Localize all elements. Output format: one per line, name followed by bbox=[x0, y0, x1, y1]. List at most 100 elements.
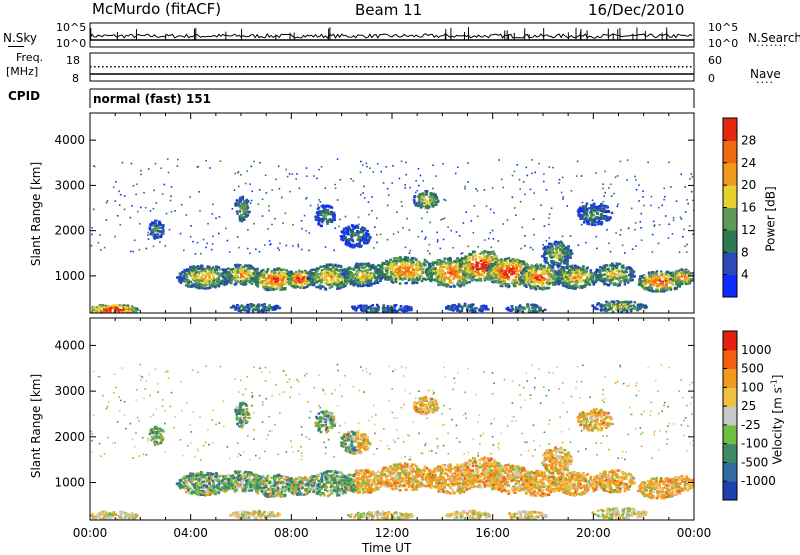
data-cell bbox=[425, 200, 428, 202]
data-cell bbox=[605, 264, 608, 266]
data-cell bbox=[585, 271, 588, 273]
data-cell bbox=[533, 279, 536, 281]
data-cell bbox=[197, 274, 200, 276]
data-cell bbox=[346, 268, 349, 270]
data-cell bbox=[276, 275, 279, 277]
data-cell bbox=[297, 286, 300, 288]
data-cell bbox=[482, 267, 485, 269]
nave-dot bbox=[183, 66, 185, 68]
data-cell bbox=[549, 254, 552, 256]
data-cell bbox=[344, 236, 347, 238]
data-cell bbox=[621, 277, 624, 279]
data-cell bbox=[273, 289, 276, 291]
data-cell bbox=[635, 308, 638, 310]
data-cell bbox=[603, 280, 606, 282]
data-cell bbox=[545, 260, 548, 262]
nave-dot bbox=[674, 66, 676, 68]
data-cell bbox=[520, 272, 523, 274]
data-cell bbox=[408, 279, 411, 281]
data-cell bbox=[495, 281, 498, 283]
data-cell bbox=[447, 268, 450, 270]
data-cell bbox=[515, 276, 518, 278]
data-cell bbox=[403, 272, 406, 274]
data-cell bbox=[457, 280, 460, 282]
data-cell bbox=[413, 196, 416, 198]
data-cell bbox=[420, 206, 423, 208]
data-cell bbox=[188, 285, 191, 287]
data-cell bbox=[116, 309, 119, 311]
data-cell bbox=[483, 265, 486, 267]
data-cell bbox=[663, 275, 666, 277]
data-cell bbox=[395, 268, 398, 270]
data-cell bbox=[423, 278, 426, 280]
data-cell bbox=[353, 284, 356, 286]
data-cell bbox=[228, 271, 231, 273]
data-cell bbox=[608, 284, 611, 286]
data-cell bbox=[538, 307, 541, 309]
data-cell bbox=[652, 277, 655, 279]
data-cell bbox=[128, 308, 131, 310]
data-cell bbox=[450, 261, 453, 263]
nave-dot bbox=[207, 66, 209, 68]
data-cell bbox=[360, 266, 363, 268]
data-cell bbox=[440, 275, 443, 277]
nave-dot bbox=[299, 66, 301, 68]
data-cell bbox=[606, 272, 609, 274]
nave-dot bbox=[340, 66, 342, 68]
data-cell bbox=[283, 287, 286, 289]
data-cell bbox=[398, 259, 401, 261]
data-cell bbox=[368, 265, 371, 267]
data-cell bbox=[543, 266, 546, 268]
data-cell bbox=[624, 279, 627, 281]
data-cell bbox=[625, 306, 628, 308]
data-cell bbox=[479, 268, 482, 270]
nave-dot bbox=[460, 66, 462, 68]
data-cell bbox=[529, 310, 532, 312]
data-cell bbox=[515, 267, 518, 269]
data-cell bbox=[254, 274, 257, 276]
data-cell bbox=[625, 276, 628, 278]
data-cell bbox=[188, 272, 191, 274]
data-cell bbox=[621, 265, 624, 267]
nave-dot bbox=[134, 66, 136, 68]
data-cell bbox=[422, 271, 425, 273]
data-cell bbox=[638, 308, 641, 310]
data-cell bbox=[562, 271, 565, 273]
data-cell bbox=[595, 279, 598, 281]
nave-dot bbox=[279, 66, 281, 68]
power-panel bbox=[90, 113, 696, 315]
data-cell bbox=[360, 263, 363, 265]
data-cell bbox=[571, 265, 574, 267]
data-cell bbox=[162, 227, 165, 229]
data-cell bbox=[239, 268, 242, 270]
data-cell bbox=[237, 265, 240, 267]
data-cell bbox=[645, 282, 648, 284]
data-cell bbox=[263, 274, 266, 276]
nave-dot bbox=[513, 66, 515, 68]
nave-dot bbox=[561, 66, 563, 68]
data-cell bbox=[351, 236, 354, 238]
nave-dot bbox=[489, 66, 491, 68]
data-cell bbox=[392, 281, 395, 283]
data-cell bbox=[330, 211, 333, 213]
data-cell bbox=[333, 212, 336, 214]
data-cell bbox=[681, 283, 684, 285]
data-cell bbox=[344, 279, 347, 281]
data-cell bbox=[336, 278, 339, 280]
data-cell bbox=[532, 306, 535, 308]
data-cell bbox=[265, 286, 268, 288]
data-cell bbox=[522, 307, 525, 309]
data-cell bbox=[644, 305, 647, 307]
data-cell bbox=[131, 305, 134, 307]
data-cell bbox=[472, 263, 475, 265]
data-cell bbox=[333, 279, 336, 281]
data-cell bbox=[283, 268, 286, 270]
nave-dot bbox=[344, 66, 346, 68]
data-cell bbox=[336, 281, 339, 283]
data-cell bbox=[427, 278, 430, 280]
data-cell bbox=[468, 281, 471, 283]
data-cell bbox=[189, 266, 192, 268]
data-cell bbox=[436, 276, 439, 278]
data-cell bbox=[416, 261, 419, 263]
data-cell bbox=[389, 259, 392, 261]
